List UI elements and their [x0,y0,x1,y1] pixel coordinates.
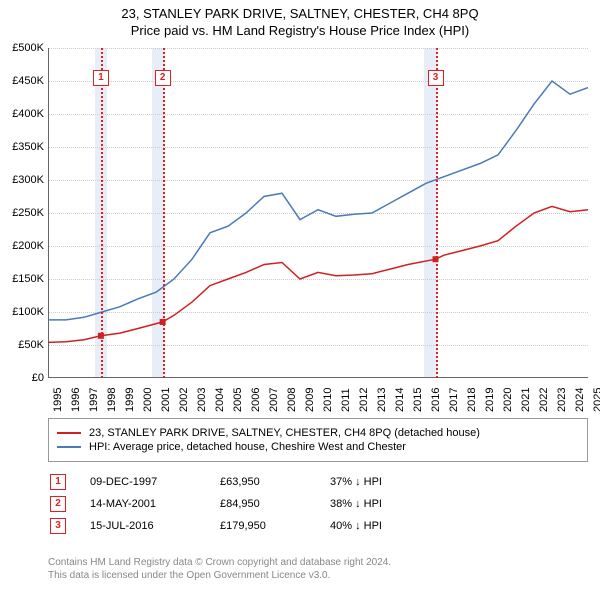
x-axis-label: 2017 [448,388,460,412]
x-axis-label: 2024 [574,388,586,412]
legend-swatch [57,432,81,434]
x-axis-label: 2010 [322,388,334,412]
y-axis-label: £250K [4,207,44,219]
sale-row: 3 15-JUL-2016£179,95040% ↓ HPI [48,518,588,534]
marker-badge: 3 [428,70,444,86]
x-axis-label: 2011 [340,388,352,412]
sale-marker-badge: 3 [50,518,66,534]
x-axis-label: 2005 [232,388,244,412]
y-axis-label: £200K [4,240,44,252]
x-axis-label: 1999 [124,388,136,412]
chart-subtitle: Price paid vs. HM Land Registry's House … [0,23,600,38]
sale-marker-badge: 1 [50,474,66,490]
x-axis-label: 2020 [502,388,514,412]
x-axis-label: 2025 [592,388,600,412]
legend-item: 23, STANLEY PARK DRIVE, SALTNEY, CHESTER… [57,427,579,439]
x-axis-label: 1995 [52,388,64,412]
sale-date: 09-DEC-1997 [90,476,220,488]
x-axis-label: 2009 [304,388,316,412]
series-line [48,81,588,320]
sale-row: 1 09-DEC-1997£63,95037% ↓ HPI [48,474,588,490]
x-axis-label: 2021 [520,388,532,412]
x-axis-label: 2022 [538,388,550,412]
sale-marker-badge: 2 [50,496,66,512]
legend-label: HPI: Average price, detached house, Ches… [89,441,406,453]
x-axis-label: 1998 [106,388,118,412]
marker-line [101,48,103,378]
marker-line [436,48,438,378]
sale-delta: 38% ↓ HPI [330,498,450,510]
chart-container: 23, STANLEY PARK DRIVE, SALTNEY, CHESTER… [0,0,600,590]
x-axis-label: 2007 [268,388,280,412]
x-axis-label: 2006 [250,388,262,412]
x-axis-label: 2014 [394,388,406,412]
sale-price: £84,950 [220,498,330,510]
y-axis-label: £500K [4,42,44,54]
y-axis-label: £50K [4,339,44,351]
sales-table: 1 09-DEC-1997£63,95037% ↓ HPI 2 14-MAY-2001… [48,468,588,540]
y-axis-label: £0 [4,372,44,384]
x-axis-label: 1996 [70,388,82,412]
x-axis-label: 2002 [178,388,190,412]
sale-delta: 40% ↓ HPI [330,520,450,532]
attribution-line: This data is licensed under the Open Gov… [48,569,588,582]
marker-badge: 2 [155,70,171,86]
chart-titles: 23, STANLEY PARK DRIVE, SALTNEY, CHESTER… [0,0,600,38]
series-line [48,206,588,342]
sale-date: 14-MAY-2001 [90,498,220,510]
sale-delta: 37% ↓ HPI [330,476,450,488]
x-axis-label: 2003 [196,388,208,412]
y-axis-label: £150K [4,273,44,285]
x-axis-label: 2015 [412,388,424,412]
y-axis-label: £300K [4,174,44,186]
x-axis-label: 2018 [466,388,478,412]
y-axis-label: £350K [4,141,44,153]
sale-row: 2 14-MAY-2001£84,95038% ↓ HPI [48,496,588,512]
y-axis-label: £100K [4,306,44,318]
x-axis-label: 2013 [376,388,388,412]
y-axis-label: £450K [4,75,44,87]
attribution-line: Contains HM Land Registry data © Crown c… [48,556,588,569]
x-axis-label: 2004 [214,388,226,412]
legend-item: HPI: Average price, detached house, Ches… [57,441,579,453]
attribution: Contains HM Land Registry data © Crown c… [48,556,588,582]
sale-price: £63,950 [220,476,330,488]
x-axis-label: 2008 [286,388,298,412]
x-axis-label: 2023 [556,388,568,412]
x-axis-label: 2019 [484,388,496,412]
y-axis-label: £400K [4,108,44,120]
x-axis-label: 2016 [430,388,442,412]
sale-price: £179,950 [220,520,330,532]
x-axis-label: 2012 [358,388,370,412]
legend-label: 23, STANLEY PARK DRIVE, SALTNEY, CHESTER… [89,427,480,439]
sale-date: 15-JUL-2016 [90,520,220,532]
marker-line [163,48,165,378]
legend: 23, STANLEY PARK DRIVE, SALTNEY, CHESTER… [48,418,588,462]
marker-badge: 1 [93,70,109,86]
x-axis-label: 1997 [88,388,100,412]
chart-lines [48,48,588,378]
x-axis-label: 2001 [160,388,172,412]
x-axis-label: 2000 [142,388,154,412]
chart-title: 23, STANLEY PARK DRIVE, SALTNEY, CHESTER… [0,6,600,21]
legend-swatch [57,446,81,448]
